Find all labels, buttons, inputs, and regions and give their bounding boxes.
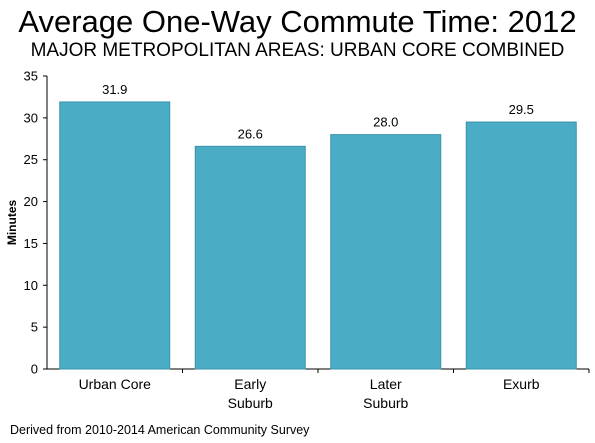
x-tick-label: Suburb <box>363 395 408 411</box>
y-tick-label: 35 <box>24 69 38 84</box>
chart-title: Average One-Way Commute Time: 2012 <box>18 4 577 39</box>
y-tick-label: 25 <box>24 152 38 167</box>
y-tick-label: 0 <box>31 362 38 377</box>
data-label: 29.5 <box>509 102 534 117</box>
data-label: 28.0 <box>373 115 398 130</box>
bar <box>194 145 306 370</box>
bar <box>465 121 577 370</box>
y-tick-label: 15 <box>24 236 38 251</box>
x-tick-label: Exurb <box>503 376 540 392</box>
bar <box>330 134 442 370</box>
y-tick-label: 30 <box>24 110 38 125</box>
x-tick-label: Later <box>370 376 402 392</box>
data-label: 31.9 <box>102 82 127 97</box>
x-tick-label: Suburb <box>228 395 273 411</box>
y-tick-label: 20 <box>24 194 38 209</box>
x-tick-label: Urban Core <box>79 376 152 392</box>
y-axis-label: Minutes <box>5 200 19 246</box>
y-tick-label: 5 <box>31 320 38 335</box>
data-label: 26.6 <box>238 126 263 141</box>
chart-subtitle: MAJOR METROPOLITAN AREAS: URBAN CORE COM… <box>30 40 565 61</box>
y-tick-label: 10 <box>24 278 38 293</box>
x-tick-label: Early <box>234 376 266 392</box>
source-note: Derived from 2010-2014 American Communit… <box>10 423 310 437</box>
bar <box>59 101 171 370</box>
